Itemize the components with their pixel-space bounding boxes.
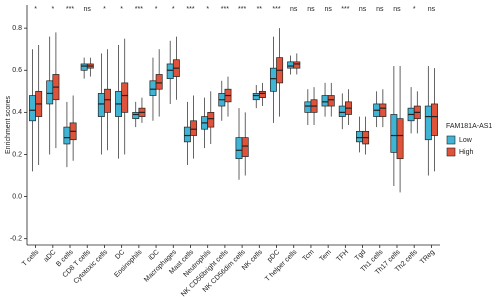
- significance-label: *: [103, 6, 106, 13]
- x-tick-label: DC: [114, 249, 126, 261]
- significance-label: ***: [135, 6, 143, 13]
- significance-label: **: [257, 6, 263, 13]
- box: [321, 95, 329, 107]
- y-tick-label: -0.2: [10, 236, 22, 243]
- x-tick-label: Tem: [319, 249, 333, 263]
- box: [80, 63, 88, 71]
- x-tick-label: pDC: [266, 249, 281, 264]
- significance-label: ns: [290, 6, 298, 13]
- box: [155, 74, 163, 90]
- significance-label: *: [172, 6, 175, 13]
- x-tick-label: aDC: [43, 249, 58, 264]
- significance-label: ***: [238, 6, 246, 13]
- box: [207, 112, 215, 128]
- box: [327, 95, 335, 107]
- legend-label: Low: [459, 137, 473, 144]
- box: [424, 105, 432, 141]
- x-tick-label: TReg: [419, 249, 436, 266]
- box: [431, 103, 438, 136]
- legend-title: FAM181A-AS1: [446, 123, 492, 130]
- box: [338, 105, 346, 117]
- box: [29, 95, 36, 122]
- significance-label: *: [155, 6, 158, 13]
- significance-label: *: [120, 6, 123, 13]
- box: [252, 93, 260, 101]
- box: [190, 120, 198, 136]
- significance-label: ***: [221, 6, 229, 13]
- significance-label: *: [51, 6, 54, 13]
- significance-label: ns: [324, 6, 332, 13]
- significance-label: ns: [307, 6, 315, 13]
- box: [235, 137, 243, 160]
- box: [258, 90, 266, 98]
- significance-label: ***: [341, 6, 349, 13]
- y-tick-label: 0.2: [12, 151, 22, 158]
- significance-label: ***: [66, 6, 74, 13]
- significance-label: ns: [84, 6, 92, 13]
- box: [269, 67, 277, 92]
- x-tick-label: T cells: [21, 248, 41, 268]
- box: [104, 88, 111, 113]
- significance-label: ns: [393, 6, 401, 13]
- box: [287, 61, 295, 69]
- y-axis-label: Enrichment scores: [5, 96, 12, 154]
- x-tick-label: TFH: [335, 249, 350, 264]
- significance-label: *: [34, 6, 37, 13]
- box: [304, 101, 312, 113]
- box: [356, 130, 363, 143]
- x-tick-label: Tcm: [302, 249, 316, 263]
- box: [121, 82, 129, 113]
- legend-swatch: [446, 135, 456, 145]
- significance-label: *: [413, 6, 416, 13]
- box: [241, 137, 249, 157]
- box: [379, 103, 387, 117]
- box: [46, 80, 54, 105]
- box: [97, 93, 105, 117]
- y-tick-label: 0.8: [12, 25, 22, 32]
- y-tick-label: 0.4: [12, 109, 22, 116]
- significance-label: *: [206, 6, 209, 13]
- y-tick-label: 0.6: [12, 67, 22, 74]
- significance-label: ns: [428, 6, 436, 13]
- legend-label: High: [459, 149, 474, 156]
- box: [293, 61, 301, 69]
- significance-label: ***: [272, 6, 280, 13]
- box: [63, 126, 71, 145]
- legend-swatch: [446, 147, 456, 157]
- x-tick-label: iDC: [148, 249, 161, 262]
- box: [183, 126, 191, 143]
- significance-label: ns: [376, 6, 384, 13]
- box: [396, 118, 404, 160]
- significance-label: ***: [186, 6, 194, 13]
- box: [166, 63, 174, 80]
- y-tick-label: 0.0: [12, 193, 22, 200]
- box: [132, 112, 140, 120]
- x-tick-label: T helper cells: [264, 248, 299, 283]
- box: [390, 114, 398, 153]
- x-tick-label: Tgd: [354, 249, 368, 263]
- significance-label: ns: [359, 6, 367, 13]
- box: [149, 80, 157, 96]
